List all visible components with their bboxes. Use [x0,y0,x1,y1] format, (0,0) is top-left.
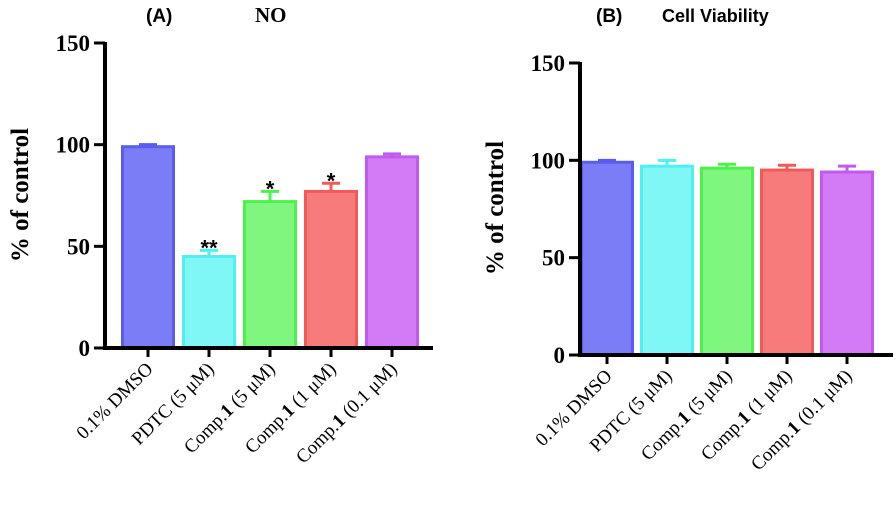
panel-a-label: (A) [146,6,172,27]
y-tick-label: 0 [554,343,566,368]
y-tick-label: 50 [67,234,90,259]
y-tick-label: 100 [531,148,566,173]
y-tick-label: 0 [79,336,91,361]
panel-a-ylabel: % of control [7,128,34,262]
y-tick-label: 150 [56,31,91,56]
bar [121,145,175,350]
bar [304,189,358,350]
bar [820,170,874,357]
bar [580,160,634,357]
bar [640,164,694,357]
bar [760,168,814,357]
y-tick-label: 150 [531,51,566,76]
significance-label: ** [200,235,218,260]
panel-b-label: (B) [596,6,622,27]
panel-a-title: NO [255,3,287,27]
y-tick-label: 50 [542,246,565,271]
panel-b-cell-viability: (B) Cell Viability % of control 0 50 100 15… [482,6,893,475]
bar [700,166,754,357]
significance-label: * [266,176,275,201]
bar [365,155,419,350]
y-tick-label: 100 [56,133,91,158]
panel-b-title: Cell Viability [662,6,769,26]
x-tick-label: Comp.1 (0.1 μM) [747,366,856,475]
bar [182,255,236,350]
significance-label: * [327,168,336,193]
panel-b-ylabel: % of control [482,141,509,275]
bar [243,200,297,350]
